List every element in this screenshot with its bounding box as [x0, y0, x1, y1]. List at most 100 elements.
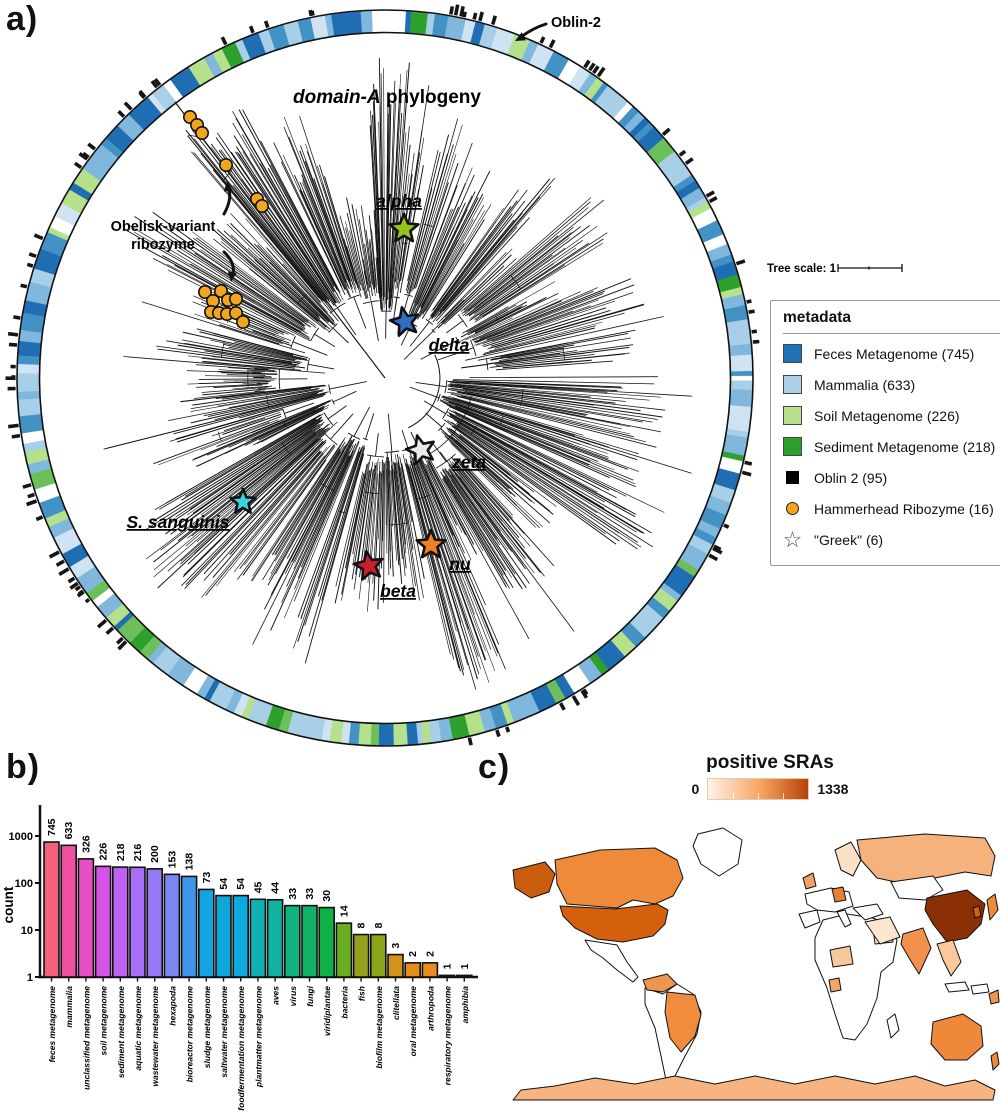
panel-a-label: a) [6, 0, 39, 38]
bar-bioreactor-metagenome [180, 875, 198, 978]
legend-item-label: Feces Metagenome (745) [814, 345, 975, 362]
tree-scale-label: Tree scale: 1 [767, 263, 837, 275]
bar-value-label: 216 [132, 844, 144, 862]
bar-value-label: 200 [149, 845, 161, 863]
color-swatch [783, 437, 802, 456]
bar-wastewater-metagenome [146, 868, 163, 978]
bar-clitellata [387, 953, 404, 978]
bar-fungi [301, 904, 318, 978]
map-colorbar-legend: positive SRAs 0 1338 [640, 752, 900, 800]
legend-rows: Feces Metagenome (745) Mammalia (633) Soil… [783, 338, 1000, 555]
bar-value-label: 8 [373, 923, 385, 929]
bar-value-label: 14 [338, 905, 350, 917]
black-square-swatch [783, 468, 802, 487]
x-category-label: mammalia [64, 986, 74, 1028]
bar-value-label: 44 [270, 882, 282, 894]
bar-value-label: 218 [115, 843, 127, 861]
x-category-label: wastewater metagenome [150, 986, 160, 1087]
hammerhead-dot [219, 158, 234, 173]
color-swatch [783, 375, 802, 394]
hammerhead-dot [214, 283, 229, 298]
region-scandinavia [834, 841, 862, 877]
region-middle-east [864, 916, 901, 945]
color-gradient-bar [707, 778, 810, 800]
x-category-label: soil metagenome [99, 986, 109, 1056]
region-india [900, 927, 932, 975]
map-legend-min: 0 [691, 781, 700, 797]
y-axis-label: count [1, 886, 16, 923]
clade-stars [229, 212, 447, 581]
hammerhead-dot [229, 305, 244, 320]
clade-label-nu: nu [449, 554, 471, 574]
bar-biofilm-metagenome [369, 933, 387, 978]
clade-label-s-sanguinis: S. sanguinis [126, 512, 229, 532]
hammerhead-dot [198, 284, 213, 299]
region-balkans-turkey [852, 903, 884, 921]
region-indonesia-2 [970, 983, 990, 995]
region-mali [829, 945, 854, 968]
legend-item: Hammerhead Ribozyme (16) [783, 493, 1000, 524]
bar-value-label: 138 [184, 853, 196, 871]
bar-value-label: 2 [424, 951, 436, 957]
x-category-label: unclassified metagenome [81, 986, 91, 1090]
x-category-label: oral metagenome [408, 986, 418, 1057]
bar-aquatic-metagenome [129, 866, 146, 978]
bar-saltwater-metagenome [215, 894, 232, 978]
region-russia [856, 833, 996, 885]
x-category-label: bioreactor metagenome [185, 986, 195, 1083]
bar-sediment-metagenome [112, 866, 129, 978]
bar-hexapoda [163, 873, 181, 978]
x-category-label: sediment metagenome [116, 986, 126, 1078]
hammerhead-dot [229, 291, 244, 306]
y-tick-label: 1 [27, 972, 33, 984]
phylogeny-title: domain-A phylogeny [293, 87, 481, 108]
hammerhead-ribozyme-dots [183, 110, 270, 329]
circle-swatch [783, 499, 802, 518]
clade-star-alpha [388, 212, 420, 243]
x-category-label: respiratory metagenome [443, 986, 453, 1085]
bar-value-label: 8 [356, 923, 368, 929]
x-category-label: fish [357, 986, 367, 1001]
region-madagascar [886, 1013, 900, 1039]
bar-virus [283, 904, 301, 978]
hammerhead-dot [195, 126, 210, 141]
bar-value-label: 33 [304, 888, 316, 900]
region-uk [802, 872, 817, 890]
y-tick-label: 10 [21, 925, 33, 937]
bar-fish [352, 933, 370, 978]
clade-label-zeta: zeta [451, 452, 486, 472]
x-category-label: clitellata [391, 986, 401, 1020]
ribozyme-annotation-line2: ribozyme [131, 237, 195, 253]
region-canada [554, 847, 684, 909]
x-category-label: viridiplantae [322, 986, 332, 1036]
bar-value-label: 2 [407, 951, 419, 957]
bar-mammalia [60, 844, 78, 978]
x-category-label: hexapoda [167, 986, 177, 1026]
y-tick-label: 100 [15, 878, 33, 890]
legend-item-label: Mammalia (633) [814, 376, 916, 393]
region-japan [986, 893, 999, 921]
x-category-label: saltwater metagenome [219, 986, 229, 1078]
legend-item: Sediment Metagenome (218) [783, 431, 1000, 462]
bar-value-label: 45 [252, 881, 264, 893]
region-mexico [584, 939, 639, 983]
x-category-label: amphibia [460, 986, 470, 1024]
oblin2-tick-marks [5, 4, 760, 746]
bar-chart-panel: 1 10 100 1000 count 745 feces metagenome 633 mam… [1, 805, 478, 1111]
legend-item: Oblin 2 (95) [783, 462, 1000, 493]
legend-item: Mammalia (633) [783, 369, 1000, 400]
legend-item-label: "Greek" (6) [814, 531, 884, 548]
hammerhead-dot [255, 199, 270, 214]
x-category-label: foodfermentation metagenome [236, 986, 246, 1111]
metadata-legend: metadata Feces Metagenome (745) Mammalia … [770, 300, 1000, 566]
region-australia [930, 1013, 984, 1061]
region-new-guinea [988, 989, 1000, 1005]
clade-label-delta: delta [429, 335, 470, 355]
tree-scale-bar [837, 264, 903, 272]
bar-value-label: 226 [98, 843, 110, 861]
clade-label-alpha: alpha [376, 191, 422, 211]
oblin2-arrow [515, 22, 548, 41]
x-category-label: plantmatter metagenome [253, 986, 263, 1088]
x-category-label: aves [271, 986, 281, 1005]
